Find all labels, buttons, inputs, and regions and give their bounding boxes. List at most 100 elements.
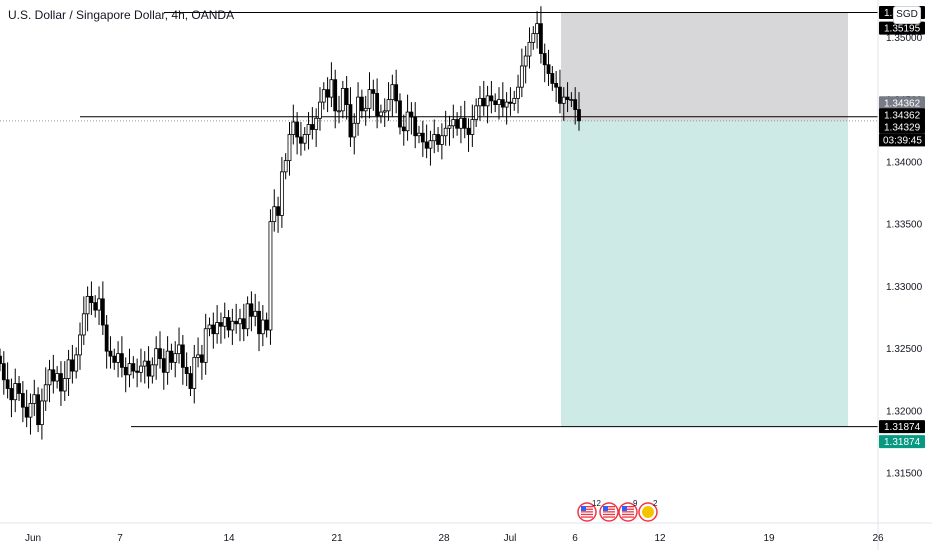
- x-axis: Jun 7 14 21 28 Jul 6 12 19 26: [0, 522, 932, 544]
- candle-body: [321, 89, 326, 103]
- candle-body: [550, 73, 555, 84]
- candle-body: [367, 89, 372, 109]
- x-tick-label: 26: [872, 533, 884, 544]
- y-tick-label: 1.31500: [886, 469, 923, 480]
- candle-body: [302, 134, 307, 144]
- candle-body: [325, 89, 330, 98]
- candle-body: [451, 119, 456, 127]
- candle-body: [222, 317, 227, 327]
- x-tick-label: 7: [117, 533, 123, 544]
- position-zones: [561, 12, 848, 427]
- candle-body: [401, 126, 406, 132]
- event-flag-icon[interactable]: 9: [618, 499, 638, 522]
- event-count: 12: [592, 499, 601, 508]
- candle-body: [409, 111, 414, 118]
- candle-body: [108, 350, 113, 357]
- candle-body: [89, 295, 94, 303]
- flag-stripe: [581, 516, 593, 518]
- candle-body: [527, 41, 532, 57]
- candle-body: [5, 379, 10, 389]
- take-profit-zone: [561, 120, 848, 427]
- candle-body: [97, 298, 101, 311]
- candle-body: [558, 86, 562, 104]
- candle-body: [470, 119, 475, 135]
- candle-body: [169, 350, 174, 363]
- candle-body: [158, 348, 162, 360]
- candle-body: [226, 317, 231, 331]
- candle-body: [196, 354, 200, 358]
- flag-canton: [622, 506, 627, 511]
- countdown-label: 03:39:45: [883, 135, 922, 146]
- candle-body: [85, 295, 90, 315]
- y-tick-label: 1.35000: [886, 33, 923, 44]
- candle-body: [184, 366, 189, 374]
- currency-button[interactable]: SGD: [893, 6, 921, 24]
- candle-body: [40, 400, 44, 426]
- candle-body: [539, 23, 543, 54]
- candle-body: [428, 140, 433, 149]
- candle-body: [314, 117, 319, 130]
- candle-body: [276, 206, 280, 216]
- candle-body: [116, 353, 120, 363]
- candle-body: [554, 83, 559, 88]
- candle-body: [344, 88, 349, 105]
- candle-body: [245, 303, 250, 330]
- candle-body: [569, 99, 574, 102]
- candle-body: [439, 135, 444, 145]
- candle-body: [542, 53, 547, 66]
- candle-body: [474, 105, 479, 120]
- candle-body: [203, 328, 208, 363]
- flag-stripe: [603, 508, 615, 510]
- candle-body: [291, 121, 296, 135]
- price-tag-p5-bg: [879, 120, 925, 134]
- candle-body: [508, 101, 513, 104]
- candle-body: [398, 100, 402, 128]
- flag-stripe: [622, 516, 634, 518]
- candle-body: [340, 88, 345, 112]
- candle-body: [390, 84, 395, 101]
- candle-body: [32, 394, 37, 404]
- candle-body: [127, 363, 132, 376]
- candlestick-series: [0, 6, 581, 440]
- candle-body: [512, 97, 517, 104]
- candle-body: [356, 96, 360, 124]
- flag-canton: [581, 506, 586, 511]
- event-flag-icon[interactable]: 2: [638, 499, 658, 522]
- economic-events[interactable]: 12 9 2: [577, 499, 658, 522]
- candle-body: [500, 99, 505, 108]
- candle-body: [417, 132, 421, 137]
- candle-body: [9, 388, 14, 401]
- candle-body: [1, 363, 6, 381]
- candle-body: [523, 55, 528, 67]
- flag-stripe: [581, 506, 593, 508]
- candle-body: [104, 324, 109, 352]
- candle-body: [188, 373, 193, 389]
- event-flag-icon[interactable]: 12: [577, 499, 601, 522]
- candle-body: [70, 359, 75, 372]
- candle-body: [535, 23, 539, 35]
- event-flag-icon[interactable]: [599, 502, 619, 522]
- candle-body: [455, 119, 460, 129]
- candle-body: [310, 124, 315, 130]
- candle-body: [573, 99, 578, 110]
- price-tag-p7: 1.31874: [884, 437, 921, 448]
- candle-body: [359, 96, 364, 112]
- candle-body: [207, 324, 212, 330]
- y-tick-label: 1.33000: [886, 282, 923, 293]
- candle-body: [264, 319, 269, 331]
- candle-body: [135, 370, 140, 373]
- flag-stripe: [603, 513, 615, 516]
- candle-body: [165, 350, 170, 373]
- countdown-bg: [879, 133, 925, 147]
- candle-body: [382, 110, 387, 113]
- candle-body: [0, 355, 2, 365]
- stop-loss-zone: [561, 12, 848, 121]
- candle-body: [62, 378, 67, 392]
- candle-body: [287, 134, 292, 162]
- candle-body: [386, 99, 391, 112]
- candle-body: [119, 353, 124, 368]
- x-tick-label: 14: [223, 533, 235, 544]
- candle-body: [363, 107, 368, 112]
- candle-body: [447, 125, 452, 129]
